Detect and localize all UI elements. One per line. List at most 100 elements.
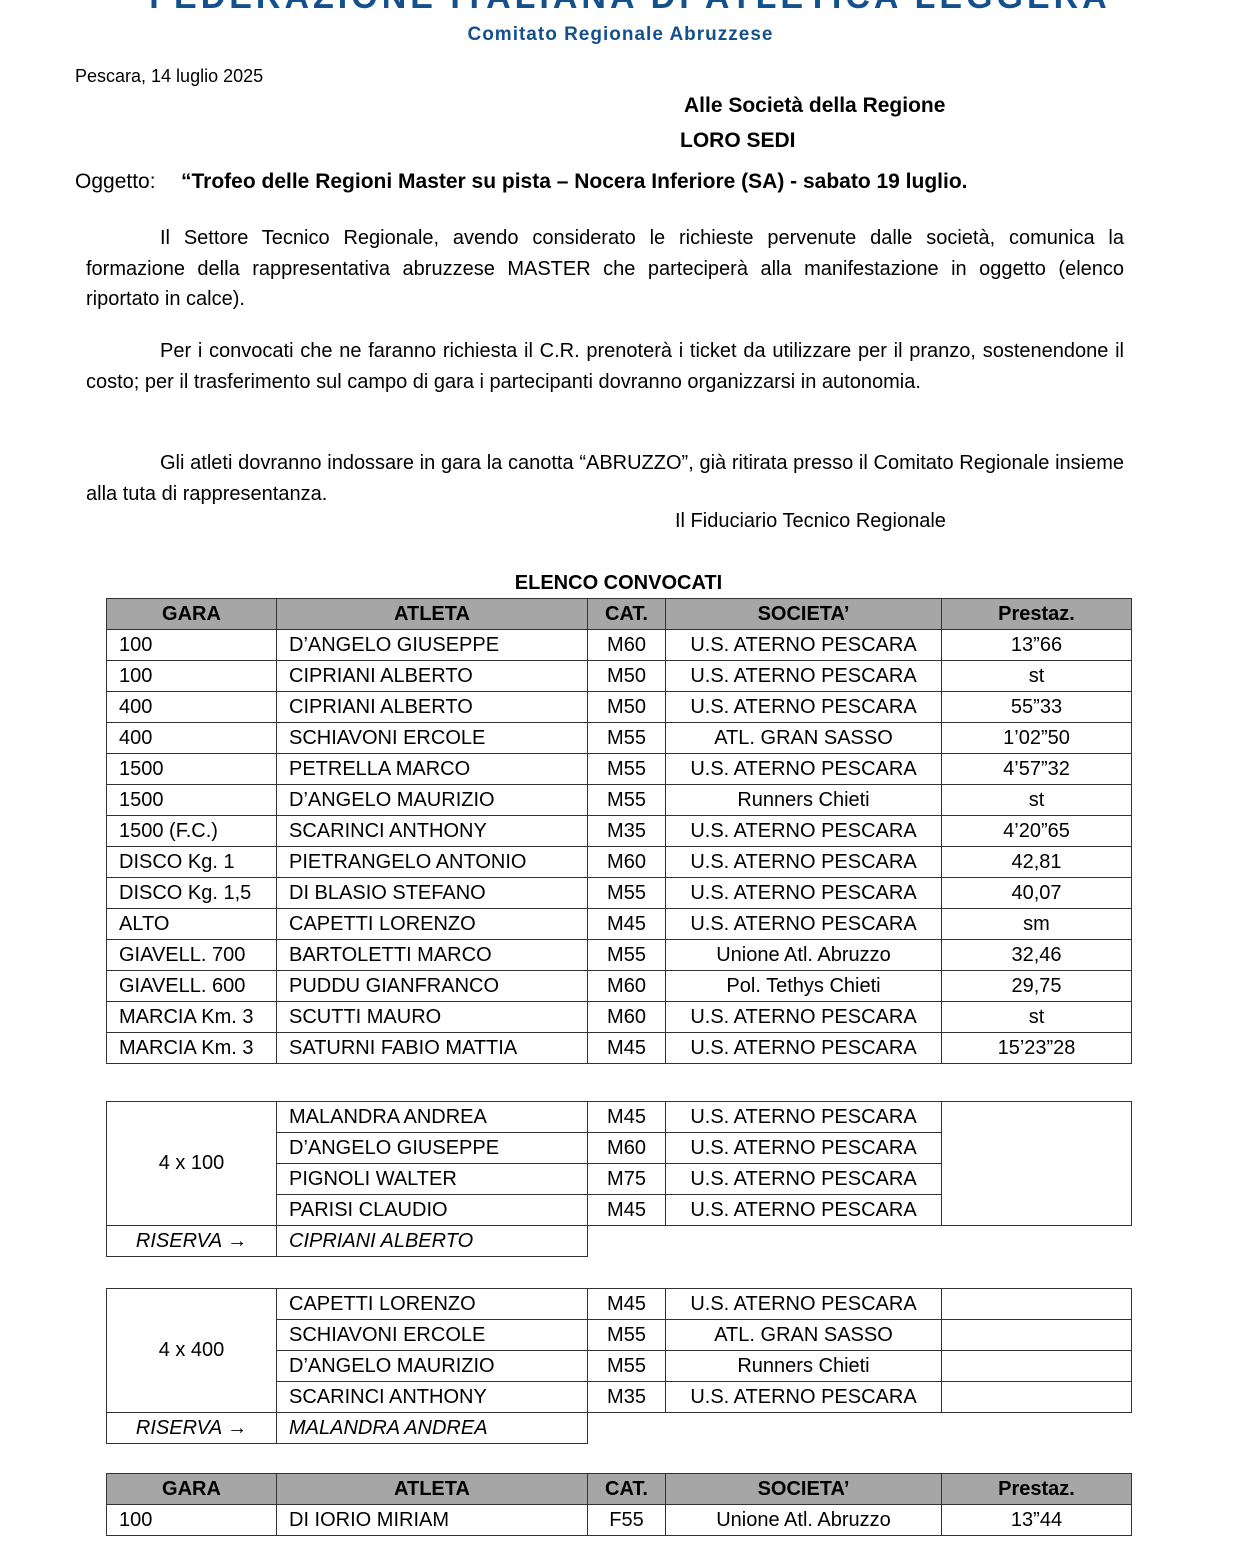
table-row: 100 CIPRIANI ALBERTO M50 U.S. ATERNO PESCAR… [106, 660, 1132, 692]
place-date: Pescara, 14 luglio 2025 [75, 66, 264, 86]
column-header: CAT. [587, 598, 666, 630]
signature: Il Fiduciario Tecnico Regionale [675, 510, 946, 532]
relay-row: D’ANGELO GIUSEPPE M60 U.S. ATERNO PESCARA [107, 1132, 1132, 1164]
relay-row: SCHIAVONI ERCOLE M55 ATL. GRAN SASSO [107, 1319, 1132, 1351]
club-cell: Pol. Tethys Chieti [665, 970, 942, 1002]
club-cell: U.S. ATERNO PESCARA [665, 1163, 942, 1195]
event-cell: 100 [106, 629, 277, 661]
table-row: 400 SCHIAVONI ERCOLE M55 ATL. GRAN SASSO 1’0… [106, 722, 1132, 754]
reserve-athlete: CIPRIANI ALBERTO [276, 1225, 588, 1257]
performance-cell: st [941, 784, 1132, 816]
reserve-athlete: MALANDRA ANDREA [276, 1412, 588, 1444]
club-cell: U.S. ATERNO PESCARA [665, 1032, 942, 1064]
athlete-cell: D’ANGELO GIUSEPPE [276, 629, 588, 661]
reserve-label: RISERVA → [106, 1412, 277, 1444]
athlete-cell: DI BLASIO STEFANO [276, 877, 588, 909]
club-cell: U.S. ATERNO PESCARA [665, 1101, 942, 1133]
club-cell: U.S. ATERNO PESCARA [665, 660, 942, 692]
event-cell: DISCO Kg. 1,5 [106, 877, 277, 909]
athlete-cell: SCARINCI ANTHONY [276, 815, 588, 847]
relay-4x400-table: 4 x 400 CAPETTI LORENZO M45 U.S. ATERNO PES… [106, 1288, 1132, 1444]
category-cell: M75 [587, 1163, 666, 1195]
table-row: 100 D’ANGELO GIUSEPPE M60 U.S. ATERNO PESCA… [106, 629, 1132, 661]
performance-cell: 13”44 [941, 1504, 1132, 1536]
athlete-cell: D’ANGELO MAURIZIO [276, 784, 588, 816]
category-cell: F55 [587, 1504, 666, 1536]
athlete-cell: PIETRANGELO ANTONIO [276, 846, 588, 878]
performance-cell [941, 1288, 1132, 1320]
header-row: GARA ATLETA CAT. SOCIETA’ Prestaz. [106, 598, 1132, 630]
table-row: GIAVELL. 600 PUDDU GIANFRANCO M60 Pol. Teth… [106, 970, 1132, 1002]
athlete-cell: CAPETTI LORENZO [276, 908, 588, 940]
club-cell: U.S. ATERNO PESCARA [665, 753, 942, 785]
relay-event-cell: 4 x 400 [106, 1288, 277, 1413]
performance-cell: 4’57”32 [941, 753, 1132, 785]
category-cell: M55 [587, 784, 666, 816]
reserve-row: RISERVA → CIPRIANI ALBERTO [106, 1225, 1132, 1257]
club-cell: U.S. ATERNO PESCARA [665, 1381, 942, 1413]
athlete-cell: MALANDRA ANDREA [276, 1101, 588, 1133]
paragraph: Per i convocati che ne faranno richiesta… [86, 340, 1124, 393]
category-cell: M55 [587, 722, 666, 754]
performance-cell [941, 1350, 1132, 1382]
category-cell: M60 [587, 1132, 666, 1164]
club-cell: ATL. GRAN SASSO [665, 722, 942, 754]
club-cell: U.S. ATERNO PESCARA [665, 1194, 942, 1226]
table-row: 1500 (F.C.) SCARINCI ANTHONY M35 U.S. ATERN… [106, 815, 1132, 847]
athlete-cell: CAPETTI LORENZO [276, 1288, 588, 1320]
column-header: GARA [106, 1473, 277, 1505]
table-row: 400 CIPRIANI ALBERTO M50 U.S. ATERNO PESCAR… [106, 691, 1132, 723]
athlete-cell: SCUTTI MAURO [276, 1001, 588, 1033]
athlete-cell: SCARINCI ANTHONY [276, 1381, 588, 1413]
women-table: GARA ATLETA CAT. SOCIETA’ Prestaz. 100 DI IORI… [106, 1473, 1132, 1536]
relay-row: PIGNOLI WALTER M75 U.S. ATERNO PESCARA [107, 1163, 1132, 1195]
list-title: ELENCO CONVOCATI [514, 572, 723, 594]
recipient-sedi: LORO SEDI [680, 129, 796, 152]
performance-cell: sm [941, 908, 1132, 940]
category-cell: M60 [587, 1001, 666, 1033]
relay-row: 4 x 400 CAPETTI LORENZO M45 U.S. ATERNO PES… [106, 1288, 1132, 1413]
event-cell: ALTO [106, 908, 277, 940]
athlete-cell: PUDDU GIANFRANCO [276, 970, 588, 1002]
club-cell: U.S. ATERNO PESCARA [665, 815, 942, 847]
performance-cell: 32,46 [941, 939, 1132, 971]
club-cell: U.S. ATERNO PESCARA [665, 691, 942, 723]
athlete-cell: SATURNI FABIO MATTIA [276, 1032, 588, 1064]
performance-cell: 55”33 [941, 691, 1132, 723]
subject: “Trofeo delle Regioni Master su pista – … [181, 170, 968, 193]
category-cell: M55 [587, 1319, 666, 1351]
relay-row: PARISI CLAUDIO M45 U.S. ATERNO PESCARA [107, 1194, 1132, 1226]
table-row: ALTO CAPETTI LORENZO M45 U.S. ATERNO PESCAR… [106, 908, 1132, 940]
event-cell: 1500 [106, 753, 277, 785]
paragraph: Gli atleti dovranno indossare in gara la… [86, 452, 1124, 505]
category-cell: M50 [587, 691, 666, 723]
federation-logo-text: FEDERAZIONE ITALIANA DI ATLETICA LEGGERA [90, 0, 1170, 17]
category-cell: M45 [587, 908, 666, 940]
athlete-cell: PIGNOLI WALTER [276, 1163, 588, 1195]
category-cell: M45 [587, 1288, 666, 1320]
performance-cell: st [941, 660, 1132, 692]
club-cell: U.S. ATERNO PESCARA [665, 629, 942, 661]
performance-cell: 13”66 [941, 629, 1132, 661]
category-cell: M55 [587, 939, 666, 971]
club-cell: Runners Chieti [665, 1350, 942, 1382]
table-row: DISCO Kg. 1 PIETRANGELO ANTONIO M60 U.S. AT… [106, 846, 1132, 878]
column-header: Prestaz. [941, 598, 1132, 630]
club-cell: ATL. GRAN SASSO [665, 1319, 942, 1351]
event-cell: 1500 (F.C.) [106, 815, 277, 847]
athlete-cell: D’ANGELO MAURIZIO [276, 1350, 588, 1382]
athlete-cell: PETRELLA MARCO [276, 753, 588, 785]
table-row: GIAVELL. 700 BARTOLETTI MARCO M55 Unione At… [106, 939, 1132, 971]
performance-cell: st [941, 1001, 1132, 1033]
performance-cell: 15’23”28 [941, 1032, 1132, 1064]
column-header: SOCIETA’ [665, 1473, 942, 1505]
club-cell: U.S. ATERNO PESCARA [665, 846, 942, 878]
reserve-label: RISERVA → [106, 1225, 277, 1257]
athlete-cell: SCHIAVONI ERCOLE [276, 722, 588, 754]
recipient: Alle Società della Regione [684, 94, 946, 117]
athlete-cell: CIPRIANI ALBERTO [276, 691, 588, 723]
event-cell: 400 [106, 691, 277, 723]
category-cell: M60 [587, 846, 666, 878]
event-cell: 100 [106, 1504, 277, 1536]
